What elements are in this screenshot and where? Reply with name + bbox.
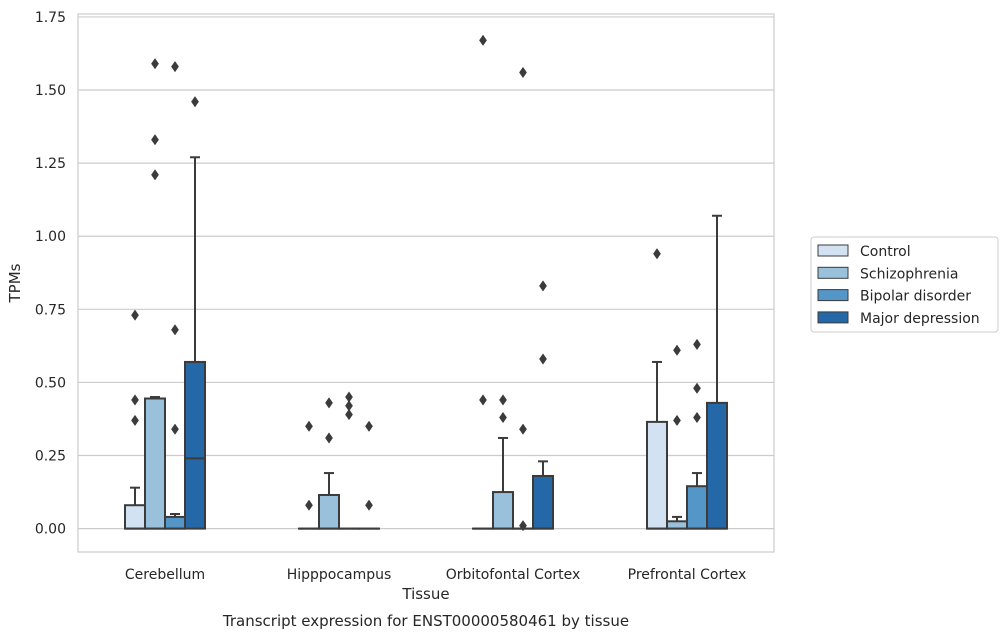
x-axis-label: Tissue (401, 585, 449, 603)
outlier-point (479, 34, 487, 46)
y-tick-label: 1.50 (35, 83, 66, 99)
y-axis-label: TPMs (6, 263, 24, 303)
outlier-point (171, 423, 179, 435)
outlier-point (151, 134, 159, 146)
outlier-point (171, 324, 179, 336)
box (666, 520, 688, 530)
x-axis-ticks: Cerebellum Hipppocampus Orbitofontal Corte… (125, 567, 746, 583)
legend-swatch (817, 266, 849, 279)
outlier-point (539, 280, 547, 292)
box (164, 515, 186, 530)
y-tick-label: 1.75 (35, 10, 66, 26)
y-tick-label: 0.50 (35, 375, 66, 391)
outlier-point (499, 394, 507, 406)
outlier-point (653, 248, 661, 260)
outlier-point (191, 96, 199, 108)
y-tick-label: 0.00 (35, 522, 66, 538)
outlier-point (325, 432, 333, 444)
outlier-point (365, 420, 373, 432)
outlier-point (345, 400, 353, 412)
box (492, 491, 514, 530)
box (686, 485, 708, 530)
outlier-point (519, 520, 527, 532)
outlier-point (345, 408, 353, 421)
box (144, 397, 166, 530)
x-tick-label: Orbitofontal Cortex (446, 567, 581, 583)
chart-caption: Transcript expression for ENST0000058046… (222, 612, 629, 630)
outlier-point (693, 411, 701, 424)
legend-swatch (817, 244, 849, 257)
outlier-point (305, 420, 313, 432)
outlier-point (365, 499, 373, 511)
legend-label: Schizophrenia (860, 266, 958, 282)
outlier-point (673, 344, 681, 356)
box-series (124, 34, 728, 532)
legend-swatch (817, 311, 849, 324)
plot-area (77, 13, 775, 553)
outlier-point (539, 353, 547, 365)
y-tick-label: 1.25 (35, 156, 66, 172)
outlier-point (131, 309, 139, 321)
legend: Control Schizophrenia Bipolar disorder Majo… (810, 236, 999, 333)
outlier-point (345, 391, 353, 403)
outlier-point (325, 397, 333, 409)
box (184, 360, 206, 530)
outlier-point (151, 58, 159, 70)
outlier-point (673, 414, 681, 427)
outlier-point (131, 394, 139, 406)
outlier-point (499, 411, 507, 424)
box (532, 474, 554, 530)
box (646, 420, 668, 530)
legend-label: Major depression (860, 311, 980, 327)
x-tick-label: Prefrontal Cortex (628, 567, 747, 583)
outlier-point (131, 414, 139, 427)
x-tick-label: Hipppocampus (287, 567, 392, 583)
y-axis-ticks: 0.00 0.25 0.50 0.75 1.00 1.25 1.50 1.75 (35, 10, 66, 538)
outlier-point (519, 423, 527, 435)
x-tick-label: Cerebellum (125, 567, 205, 583)
legend-swatch (817, 289, 849, 302)
outlier-point (519, 66, 527, 79)
legend-frame (810, 236, 999, 333)
y-tick-label: 1.00 (35, 229, 66, 245)
box (124, 504, 146, 530)
outlier-point (171, 60, 179, 73)
y-tick-label: 0.75 (35, 302, 66, 318)
legend-label: Control (860, 244, 911, 260)
box (318, 493, 340, 530)
y-tick-label: 0.25 (35, 449, 66, 465)
outlier-point (479, 394, 487, 406)
outlier-point (693, 382, 701, 394)
box (706, 401, 728, 530)
outlier-point (693, 338, 701, 351)
outlier-point (305, 499, 313, 511)
outlier-point (151, 169, 159, 181)
legend-label: Bipolar disorder (860, 289, 971, 305)
